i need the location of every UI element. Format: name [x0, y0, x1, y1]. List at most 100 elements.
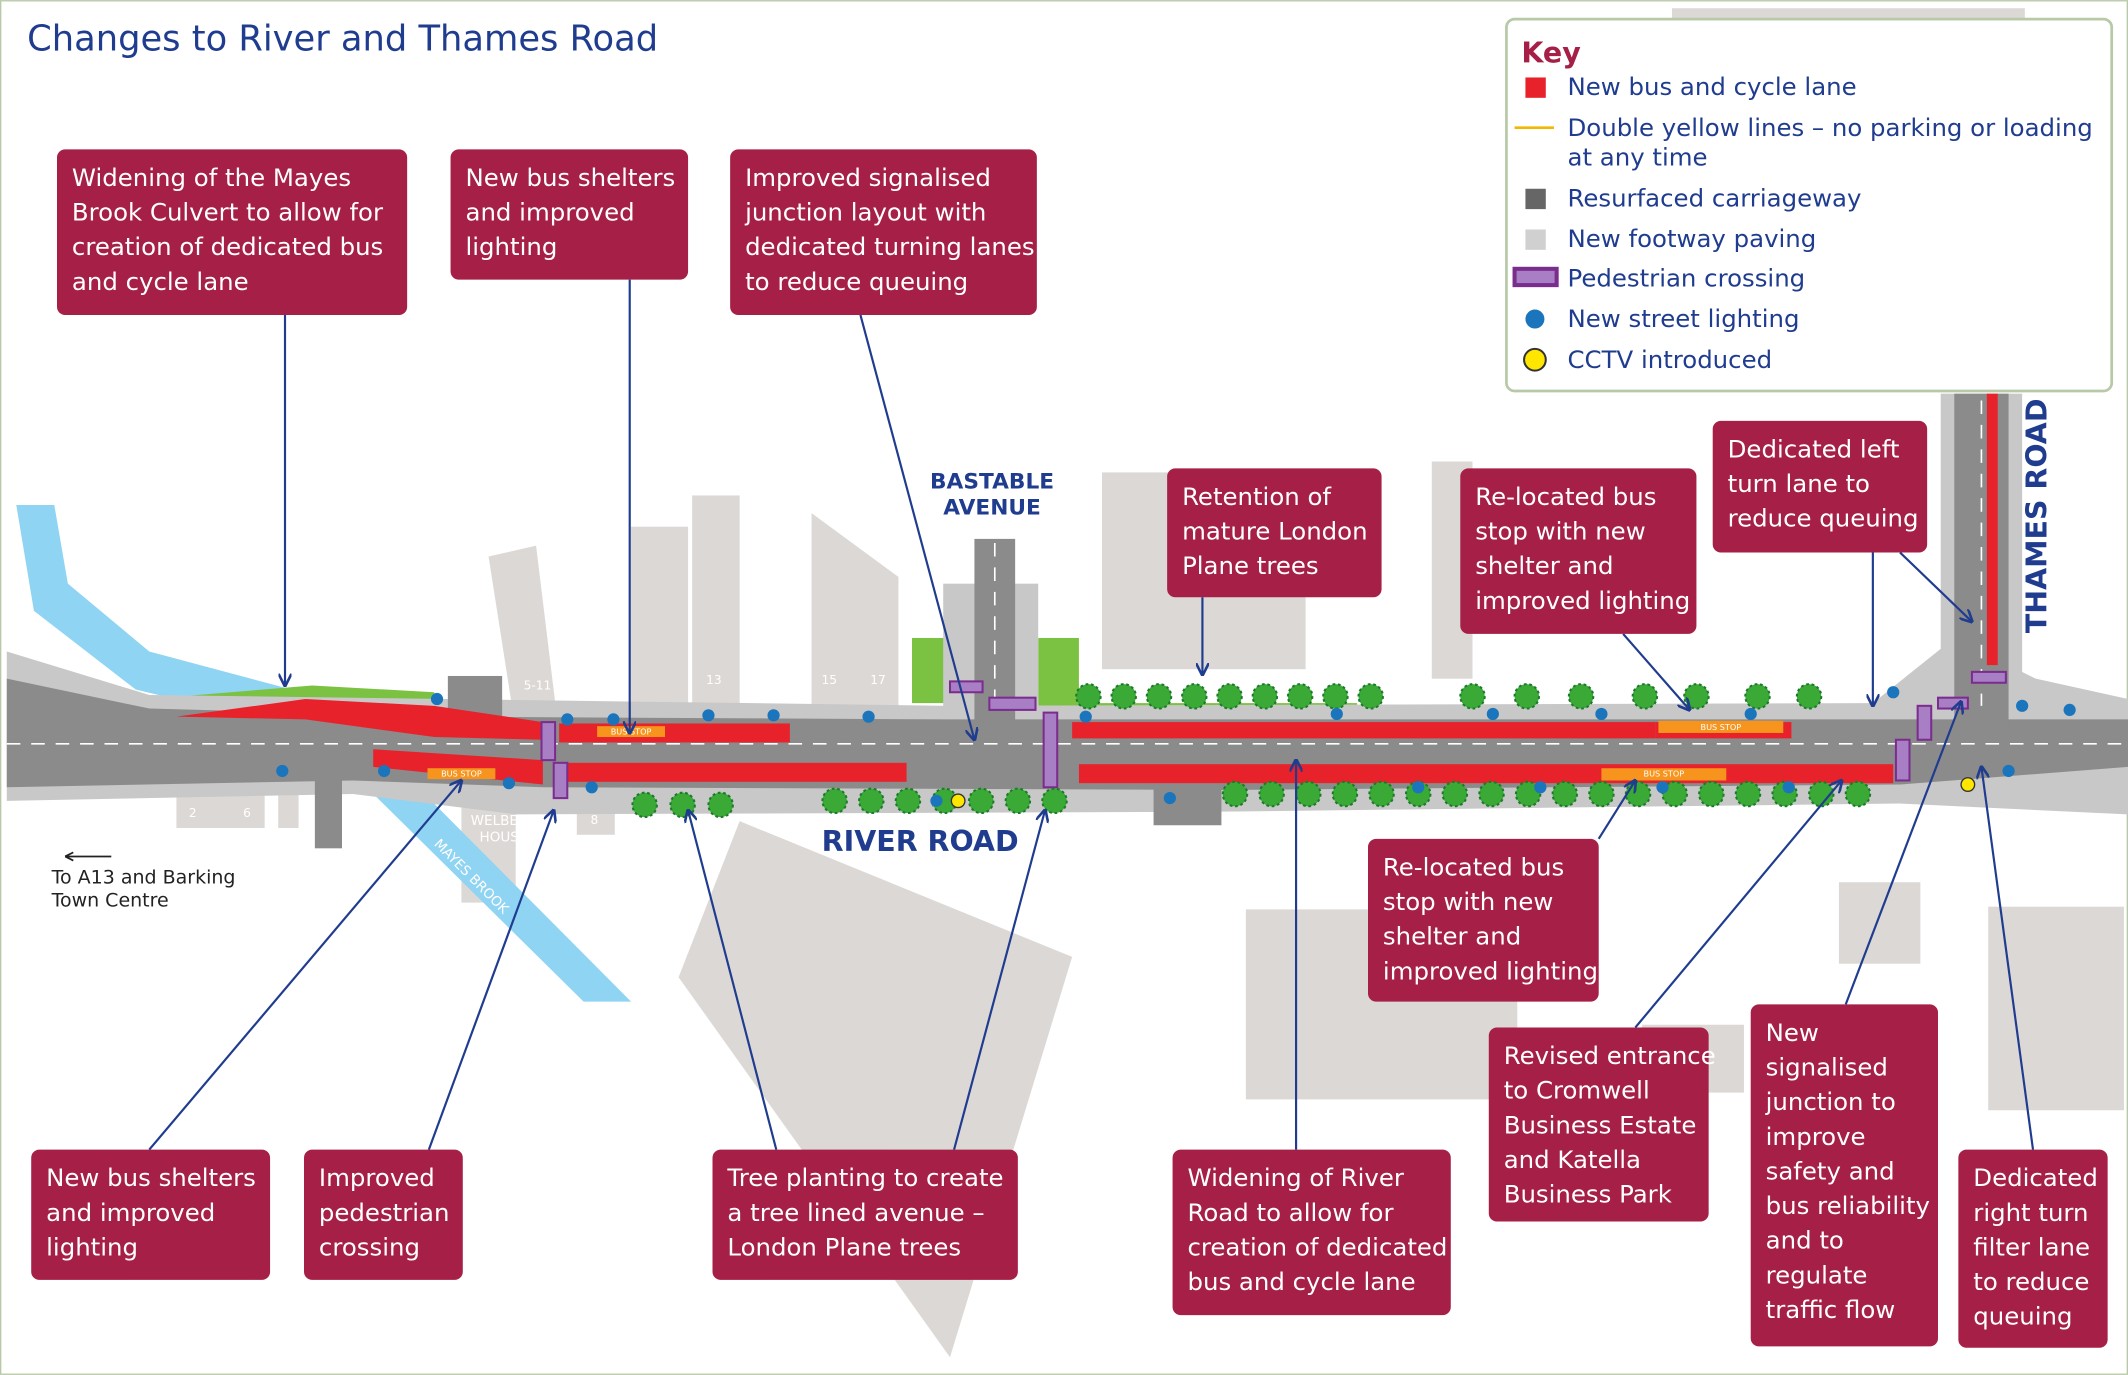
street-light	[503, 777, 515, 789]
direction: To A13 and Barking	[51, 867, 236, 889]
callout-text: improved lighting	[1475, 586, 1690, 615]
tree	[1443, 782, 1467, 806]
callout-text: London Plane trees	[727, 1232, 961, 1261]
callout-text: Widening of the Mayes	[72, 163, 351, 192]
callout-text: junction layout with	[744, 198, 986, 227]
tree	[1359, 684, 1383, 708]
tree	[1699, 782, 1723, 806]
street-light	[1745, 708, 1757, 720]
callout-text: dedicated turning lanes	[745, 232, 1035, 261]
road-name: AVENUE	[943, 495, 1041, 520]
tree	[1633, 684, 1657, 708]
tree	[1296, 782, 1320, 806]
street-light	[1595, 708, 1607, 720]
street-light	[702, 709, 714, 721]
callout-text: Brook Culvert to allow for	[72, 198, 384, 227]
tree	[1369, 782, 1393, 806]
callout-text: lighting	[46, 1232, 138, 1261]
street-light	[2064, 704, 2076, 716]
callout-text: turn lane to	[1728, 469, 1870, 498]
callout-text: bus reliability	[1766, 1191, 1930, 1220]
key-label: New street lighting	[1568, 304, 1800, 333]
callout-text: New bus shelters	[46, 1163, 256, 1192]
key-label: Resurfaced carriageway	[1568, 183, 1862, 212]
building-number: 2	[189, 806, 197, 820]
callout-text: shelter and	[1475, 551, 1613, 580]
tree	[1626, 782, 1650, 806]
cctv	[1961, 778, 1975, 792]
callout-text: creation of dedicated bus	[72, 232, 383, 261]
street-light	[561, 713, 573, 725]
callout-text: a tree lined avenue –	[727, 1198, 984, 1227]
tree	[670, 793, 694, 817]
tree	[1684, 684, 1708, 708]
key-swatch	[1525, 77, 1545, 97]
callout-text: and to	[1766, 1226, 1844, 1255]
tree	[1460, 684, 1484, 708]
tree	[1745, 684, 1769, 708]
tree	[859, 789, 883, 813]
building-number: 17	[870, 673, 886, 687]
callout-text: stop with new	[1383, 887, 1553, 916]
key-label: Double yellow lines – no parking or load…	[1568, 113, 2093, 142]
tree	[1553, 782, 1577, 806]
callout-text: pedestrian	[319, 1198, 450, 1227]
street-light	[2002, 765, 2014, 777]
key-swatch	[1525, 229, 1545, 249]
tree	[1217, 684, 1241, 708]
street-light	[431, 693, 443, 705]
direction: Town Centre	[51, 890, 169, 912]
key-swatch	[1525, 310, 1544, 329]
bus-stop: BUS STOP	[1701, 722, 1742, 732]
key-label: Pedestrian crossing	[1568, 263, 1806, 292]
tree	[1112, 684, 1136, 708]
street-light	[1534, 781, 1546, 793]
street-light	[1487, 708, 1499, 720]
bus-stop: BUS STOP	[441, 768, 482, 778]
tree	[969, 789, 993, 813]
building-number: 5-11	[524, 679, 552, 693]
callout-text: Business Park	[1504, 1180, 1673, 1209]
tree	[1333, 782, 1357, 806]
callout-text: Business Estate	[1504, 1110, 1697, 1139]
key-swatch	[1515, 269, 1557, 285]
tree	[1147, 684, 1171, 708]
place-name: WELBECK	[471, 813, 538, 829]
callout-text: and improved	[46, 1198, 215, 1227]
map: BASTABLEAVENUERIVER ROADTHAMES ROADMAYES…	[0, 0, 2128, 1375]
street-light	[930, 795, 942, 807]
tree	[1589, 782, 1613, 806]
street-light	[607, 713, 619, 725]
building-number: 6	[243, 806, 251, 820]
callout-text: to reduce queuing	[745, 267, 968, 296]
callout-text: reduce queuing	[1728, 504, 1919, 533]
key-label: New footway paving	[1568, 224, 1817, 253]
callout-text: Dedicated	[1973, 1163, 2098, 1192]
street-light	[1331, 708, 1343, 720]
tree	[1846, 782, 1870, 806]
building-number: 13	[706, 673, 722, 687]
callout-text: Improved signalised	[745, 163, 991, 192]
tree	[1479, 782, 1503, 806]
street-light	[2016, 700, 2028, 712]
bus-stop: BUS STOP	[611, 726, 652, 736]
callout-text: junction to	[1765, 1087, 1896, 1116]
callout-text: safety and	[1766, 1156, 1895, 1185]
callout-text: traffic flow	[1766, 1295, 1896, 1324]
street-light	[1412, 781, 1424, 793]
tree	[896, 789, 920, 813]
tree	[1736, 782, 1760, 806]
callout-text: to reduce	[1973, 1267, 2089, 1296]
callout-text: lighting	[466, 232, 558, 261]
callout-text: creation of dedicated	[1188, 1232, 1448, 1261]
callout-text: filter lane	[1973, 1232, 2090, 1261]
callout-text: and improved	[466, 198, 635, 227]
callout-text: Plane trees	[1182, 551, 1319, 580]
tree	[708, 793, 732, 817]
key: KeyNew bus and cycle laneDouble yellow l…	[1506, 19, 2111, 391]
tree	[1006, 789, 1030, 813]
title: Changes to River and Thames Road	[27, 18, 658, 59]
bus-stop: BUS STOP	[1644, 768, 1685, 778]
street-light	[767, 709, 779, 721]
callout-text: mature London	[1182, 517, 1368, 546]
